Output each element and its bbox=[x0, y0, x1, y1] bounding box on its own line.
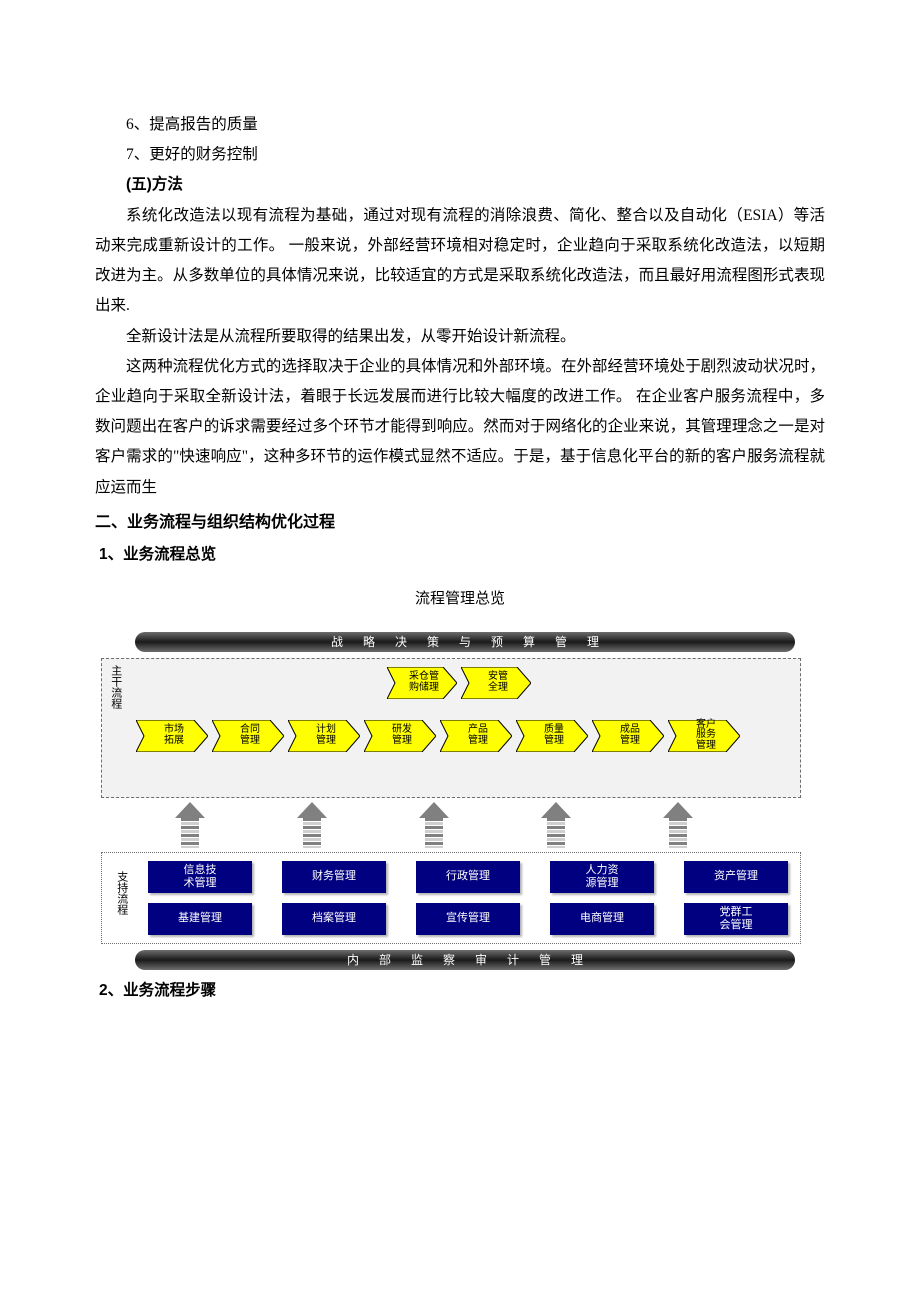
subheading-methods: (五)方法 bbox=[95, 170, 825, 200]
support-cell: 财务管理 bbox=[282, 861, 386, 893]
chevron-label: 客户服务管理 bbox=[688, 720, 720, 752]
support-process-box: 支持流程 信息技术管理财务管理行政管理人力资源管理资产管理基建管理档案管理宣传管… bbox=[101, 852, 801, 944]
subheading-2: 2、业务流程步骤 bbox=[99, 976, 825, 1006]
up-arrow-icon bbox=[541, 802, 571, 848]
pill-bottom: 内部监察审计管理 bbox=[135, 950, 795, 970]
process-chevron: 采仓管购储理 bbox=[387, 667, 457, 699]
main-row-top: 采仓管购储理 安管全理 bbox=[387, 667, 531, 699]
chevron-label: 安管全理 bbox=[480, 672, 512, 693]
process-chevron: 安管全理 bbox=[461, 667, 531, 699]
chevron-label: 采仓管购储理 bbox=[401, 672, 443, 693]
process-chevron: 研发管理 bbox=[364, 720, 436, 752]
list-item-6: 6、提高报告的质量 bbox=[95, 110, 825, 140]
flowchart-overview: 流程管理总览 战略决策与预算管理 主干流程 采仓管购储理 安管全理 市场拓展 合同管… bbox=[95, 584, 825, 969]
support-cell: 资产管理 bbox=[684, 861, 788, 893]
subheading-1: 1、业务流程总览 bbox=[99, 540, 825, 570]
chevron-label: 成品管理 bbox=[612, 725, 644, 746]
up-arrow-icon bbox=[175, 802, 205, 848]
up-arrow-icon bbox=[297, 802, 327, 848]
heading-2: 二、业务流程与组织结构优化过程 bbox=[95, 507, 825, 538]
paragraph-1: 系统化改造法以现有流程为基础，通过对现有流程的消除浪费、简化、整合以及自动化（E… bbox=[95, 201, 825, 322]
up-arrow-icon bbox=[663, 802, 693, 848]
process-chevron: 产品管理 bbox=[440, 720, 512, 752]
list-item-7: 7、更好的财务控制 bbox=[95, 140, 825, 170]
pill-top: 战略决策与预算管理 bbox=[135, 632, 795, 652]
main-box-label: 主干流程 bbox=[108, 665, 122, 709]
support-box-label: 支持流程 bbox=[114, 871, 128, 915]
chevron-label: 研发管理 bbox=[384, 725, 416, 746]
support-row: 信息技术管理财务管理行政管理人力资源管理资产管理 bbox=[148, 861, 792, 893]
support-cell: 党群工会管理 bbox=[684, 903, 788, 935]
support-cell: 信息技术管理 bbox=[148, 861, 252, 893]
chevron-label: 合同管理 bbox=[232, 725, 264, 746]
process-chevron: 合同管理 bbox=[212, 720, 284, 752]
main-row-bot: 市场拓展 合同管理 计划管理 研发管理 产品管理 质量管理 成品管理 客户服务管理 bbox=[136, 720, 740, 752]
chevron-label: 质量管理 bbox=[536, 725, 568, 746]
support-cell: 行政管理 bbox=[416, 861, 520, 893]
support-row: 基建管理档案管理宣传管理电商管理党群工会管理 bbox=[148, 903, 792, 935]
up-arrow-icon bbox=[419, 802, 449, 848]
process-chevron: 客户服务管理 bbox=[668, 720, 740, 752]
main-process-box: 主干流程 采仓管购储理 安管全理 市场拓展 合同管理 计划管理 研发管理 产品管理 质量管理… bbox=[101, 658, 801, 798]
support-cell: 人力资源管理 bbox=[550, 861, 654, 893]
support-cell: 宣传管理 bbox=[416, 903, 520, 935]
process-chevron: 成品管理 bbox=[592, 720, 664, 752]
support-cell: 电商管理 bbox=[550, 903, 654, 935]
process-chevron: 计划管理 bbox=[288, 720, 360, 752]
support-cell: 基建管理 bbox=[148, 903, 252, 935]
paragraph-2: 全新设计法是从流程所要取得的结果出发，从零开始设计新流程。 bbox=[95, 322, 825, 352]
process-chevron: 质量管理 bbox=[516, 720, 588, 752]
process-chevron: 市场拓展 bbox=[136, 720, 208, 752]
support-cell: 档案管理 bbox=[282, 903, 386, 935]
chevron-label: 计划管理 bbox=[308, 725, 340, 746]
chart-title: 流程管理总览 bbox=[95, 584, 825, 613]
up-arrows-row bbox=[175, 802, 825, 848]
chevron-label: 市场拓展 bbox=[156, 725, 188, 746]
paragraph-3: 这两种流程优化方式的选择取决于企业的具体情况和外部环境。在外部经营环境处于剧烈波… bbox=[95, 352, 825, 503]
chevron-label: 产品管理 bbox=[460, 725, 492, 746]
support-rows: 信息技术管理财务管理行政管理人力资源管理资产管理基建管理档案管理宣传管理电商管理… bbox=[148, 861, 792, 935]
